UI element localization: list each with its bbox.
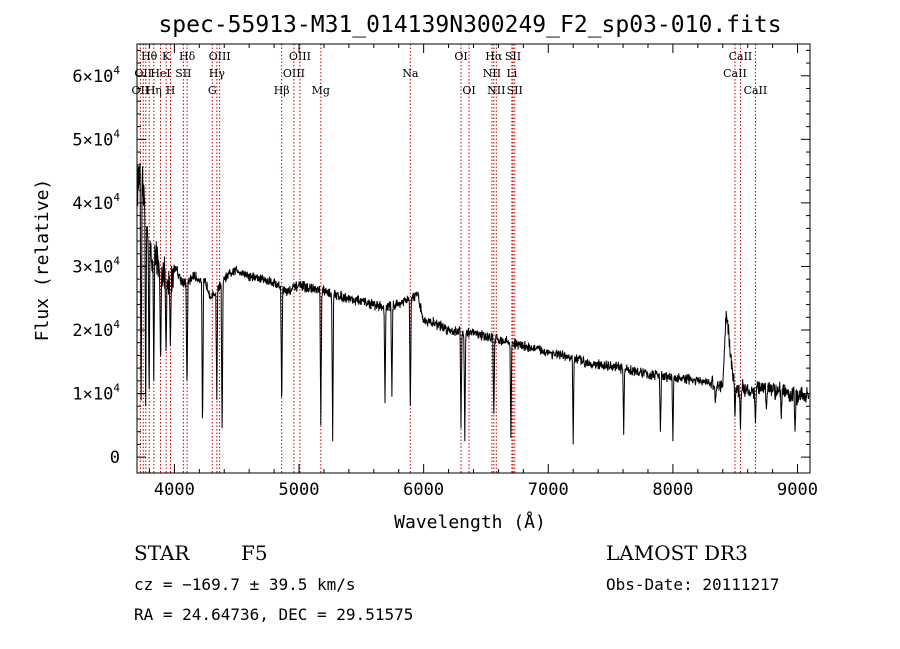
line-marker-label: Na xyxy=(402,67,419,80)
line-marker-label: NII xyxy=(483,67,501,80)
x-tick-label: 6000 xyxy=(403,480,444,500)
y-tick-exponent: 4 xyxy=(113,254,120,267)
line-marker-label: Hβ xyxy=(274,84,290,97)
line-marker-label: CaII xyxy=(723,67,747,80)
line-marker-label: OIII xyxy=(283,67,305,80)
line-marker-label: Hα xyxy=(485,50,503,63)
object-class: STAR xyxy=(134,541,190,565)
line-marker-label: H xyxy=(166,84,176,97)
spectrum-line xyxy=(136,162,810,445)
y-tick-label: 3×104 xyxy=(72,254,120,277)
y-tick-mantissa: 0 xyxy=(110,448,120,468)
redshift-velocity: cz = −169.7 ± 39.5 km/s xyxy=(134,575,356,594)
emission-line-markers xyxy=(139,44,756,473)
x-tick-label: 5000 xyxy=(279,480,320,500)
line-marker-label: Hθ xyxy=(141,50,158,63)
line-marker-label: SII xyxy=(505,50,521,63)
x-axis-ticks: 4000 5000 6000 7000 8000 9000 xyxy=(148,44,818,500)
object-subclass: F5 xyxy=(241,541,268,565)
line-marker-label: OI xyxy=(462,84,475,97)
line-marker-label: SII xyxy=(507,84,523,97)
y-tick-exponent: 4 xyxy=(113,64,120,77)
x-axis-label: Wavelength (Å) xyxy=(394,511,546,533)
y-tick-mantissa: 1×10 xyxy=(72,385,113,405)
line-marker-label: NII xyxy=(487,84,505,97)
line-marker-label: G xyxy=(208,84,217,97)
y-tick-label: 6×104 xyxy=(72,64,120,87)
chart-title: spec-55913-M31_014139N300249_F2_sp03-010… xyxy=(158,12,781,38)
plot-frame xyxy=(136,43,811,474)
y-tick-mantissa: 6×10 xyxy=(72,67,113,87)
x-tick-label: 4000 xyxy=(154,480,195,500)
line-marker-label: CaII xyxy=(729,50,753,63)
y-tick-exponent: 4 xyxy=(113,382,120,395)
line-marker-label: OIII xyxy=(209,50,231,63)
line-marker-label: Hδ xyxy=(179,50,196,63)
y-tick-label: 4×104 xyxy=(72,191,120,214)
line-marker-label: CaII xyxy=(744,84,768,97)
line-marker-label: OI xyxy=(454,50,467,63)
line-marker-label: OII xyxy=(132,84,150,97)
x-tick-label: 9000 xyxy=(777,480,818,500)
y-tick-exponent: 4 xyxy=(113,191,120,204)
y-tick-mantissa: 5×10 xyxy=(72,130,113,150)
line-marker-label: HeI xyxy=(150,67,170,80)
y-tick-mantissa: 2×10 xyxy=(72,321,113,341)
line-marker-label: OIII xyxy=(289,50,311,63)
survey-name: LAMOST DR3 xyxy=(606,541,748,565)
y-tick-exponent: 4 xyxy=(113,127,120,140)
x-tick-label: 8000 xyxy=(652,480,693,500)
x-tick-label: 7000 xyxy=(528,480,569,500)
line-marker-label: Hη xyxy=(146,84,162,97)
emission-line-labels: OII OII Hθ Hη HeI K H SII Hδ G Hγ OIII Hβ OIII OIII Mg N… xyxy=(132,50,768,97)
y-tick-mantissa: 4×10 xyxy=(72,194,113,214)
y-tick-mantissa: 3×10 xyxy=(72,257,113,277)
line-marker-label: K xyxy=(162,50,171,63)
y-axis-label: Flux (relative) xyxy=(32,179,53,342)
y-tick-label: 5×104 xyxy=(72,127,120,150)
sky-coordinates: RA = 24.64736, DEC = 29.51575 xyxy=(134,605,413,624)
line-marker-label: SII xyxy=(175,67,191,80)
line-marker-label: Hγ xyxy=(209,67,226,80)
y-tick-label: 0 xyxy=(110,448,120,468)
line-marker-label: OII xyxy=(134,67,152,80)
line-marker-label: Li xyxy=(506,67,517,80)
y-tick-label: 2×104 xyxy=(72,318,120,341)
y-tick-label: 1×104 xyxy=(72,382,120,405)
y-tick-exponent: 4 xyxy=(113,318,120,331)
line-marker-label: Mg xyxy=(312,84,330,97)
observation-date: Obs-Date: 20111217 xyxy=(606,575,779,594)
